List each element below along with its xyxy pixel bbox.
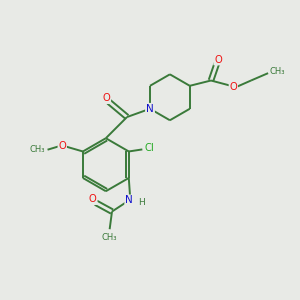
Text: N: N bbox=[146, 104, 154, 114]
Text: CH₃: CH₃ bbox=[30, 145, 45, 154]
Text: H: H bbox=[139, 198, 145, 207]
Text: O: O bbox=[230, 82, 237, 92]
Text: O: O bbox=[214, 55, 222, 64]
Text: Cl: Cl bbox=[145, 142, 154, 153]
Text: CH₃: CH₃ bbox=[102, 233, 117, 242]
Text: CH₃: CH₃ bbox=[270, 68, 285, 76]
Text: O: O bbox=[58, 141, 66, 151]
Text: O: O bbox=[103, 93, 110, 103]
Text: N: N bbox=[146, 104, 154, 114]
Text: O: O bbox=[89, 194, 97, 204]
Text: N: N bbox=[125, 195, 133, 205]
